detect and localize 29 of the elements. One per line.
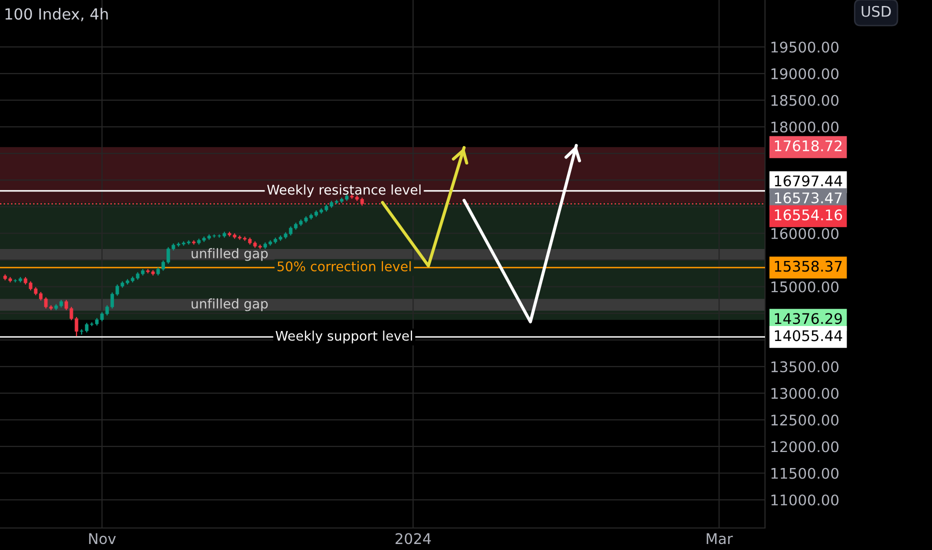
band-label: unfilled gap [192, 298, 268, 312]
y-tick-label: 16000.00 [771, 228, 838, 240]
text: USD [862, 6, 891, 17]
text: 16797.44 [774, 175, 842, 186]
text: 14376.29 [774, 313, 842, 324]
y-tick-label: 13000.00 [771, 388, 838, 399]
text: 16554.16 [774, 209, 842, 220]
text: 15358.37 [774, 260, 842, 272]
ref-line-label: Weekly resistance level [267, 184, 421, 198]
y-tick-label: 12000.00 [771, 441, 838, 452]
text: 14055.44 [774, 330, 842, 342]
chart-title: 100 Index, 4h [6, 8, 108, 22]
text: 16573.47 [774, 192, 842, 204]
band-label: unfilled gap [192, 248, 268, 261]
x-tick-label: Nov [89, 533, 116, 544]
y-tick-label: 18000.00 [771, 122, 838, 133]
y-tick-label: 11000.00 [771, 494, 838, 506]
y-tick-label: 13500.00 [771, 361, 838, 372]
x-tick-label: Mar [706, 533, 733, 544]
text: 17618.72 [774, 140, 842, 152]
x-tick-label: 2024 [396, 533, 431, 544]
ref-line-label: Weekly support level [276, 330, 412, 344]
ref-line-label: 50% correction level [278, 261, 411, 272]
y-tick-label: 19500.00 [771, 42, 838, 53]
y-tick-label: 15000.00 [771, 281, 838, 292]
y-tick-label: 11500.00 [771, 468, 838, 479]
y-tick-label: 19000.00 [771, 68, 838, 80]
y-tick-label: 12500.00 [771, 414, 838, 426]
y-tick-label: 18500.00 [771, 94, 838, 106]
